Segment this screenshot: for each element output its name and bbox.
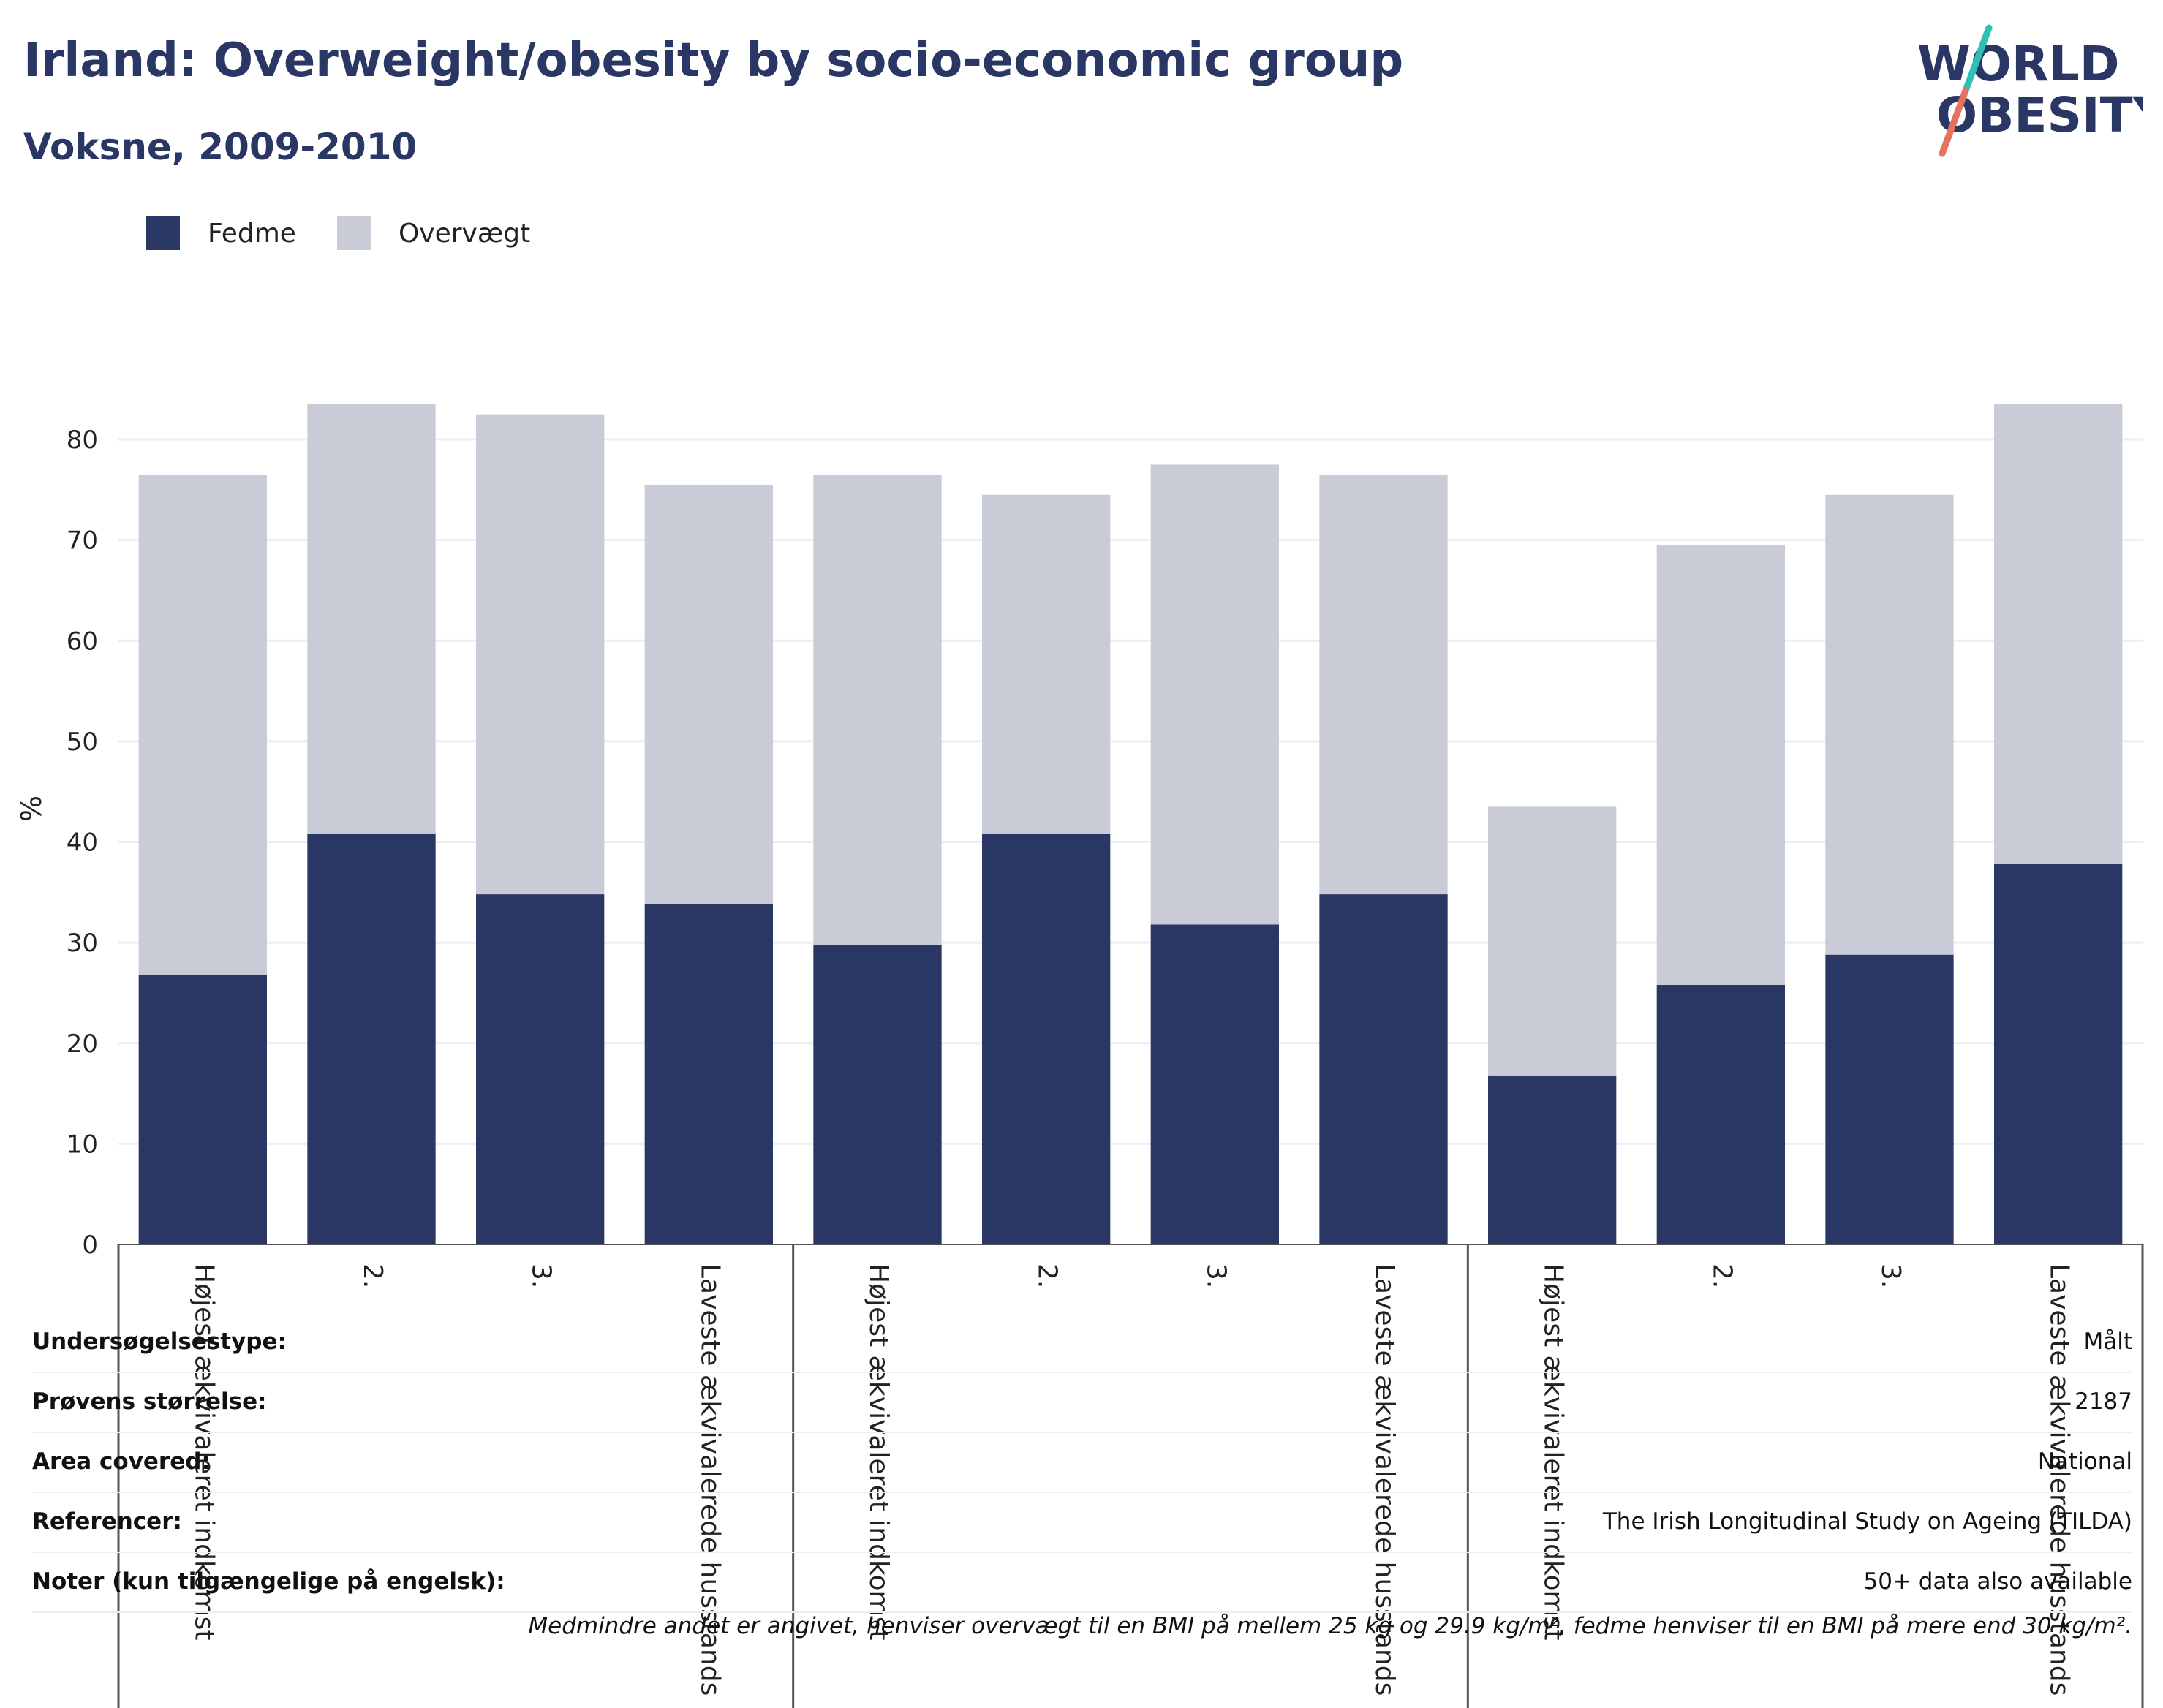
x-tick-label: Højest ækvivaleret indkomst — [189, 1263, 219, 1641]
legend-label-overvaegt: Overvægt — [398, 218, 531, 249]
bar-fedme — [982, 834, 1111, 1244]
bar-fedme — [1150, 924, 1279, 1244]
x-tick-label: Laveste ækvivalerede husstands — [695, 1263, 725, 1696]
info-label: Undersøgelsestype: — [32, 1329, 287, 1355]
bar-fedme — [1319, 894, 1448, 1244]
axis-layer: 0 10 20 30 40 50 60 70 80% — [15, 426, 2144, 1708]
bar-overvaegt — [1656, 545, 1785, 985]
chart-title: Irland: Overweight/obesity by socio-econ… — [23, 34, 1404, 88]
info-value: 50+ data also available — [1863, 1568, 2132, 1595]
info-value: Målt — [2083, 1329, 2132, 1355]
bar-overvaegt — [1825, 494, 1954, 955]
bars-layer — [138, 404, 2123, 1244]
bar-overvaegt — [476, 414, 605, 895]
y-tick-label: 50 — [67, 728, 98, 757]
x-tick-label: Laveste ækvivalerede husstands — [2045, 1263, 2075, 1696]
x-tick-label: 2. — [358, 1263, 388, 1288]
footnote: Medmindre andet er angivet, henviser ove… — [528, 1613, 2132, 1639]
y-tick-label: 40 — [67, 828, 98, 858]
legend-swatch-overvaegt — [336, 216, 371, 250]
x-tick-label: Højest ækvivaleret indkomst — [1539, 1263, 1569, 1641]
bar-overvaegt — [1150, 464, 1279, 925]
info-row-survey-type: Undersøgelsestype: Målt — [32, 1312, 2132, 1373]
info-value: National — [2037, 1448, 2132, 1475]
x-tick-label: 2. — [1033, 1263, 1062, 1288]
bar-overvaegt — [813, 475, 942, 945]
bar-overvaegt — [1319, 475, 1448, 895]
y-tick-label: 70 — [67, 526, 98, 556]
info-row-area-covered: Area covered: National — [32, 1432, 2132, 1493]
bar-fedme — [1488, 1075, 1617, 1244]
x-tick-label: 3. — [526, 1263, 556, 1288]
logo-line1: WORLD — [1917, 36, 2120, 92]
chart-subtitle: Voksne, 2009-2010 — [23, 126, 418, 168]
label-layer: Højest ækvivaleret indkomst 2. 3. Laveste æ… — [189, 1263, 2074, 1696]
info-label: Referencer: — [32, 1508, 182, 1535]
info-row-sample-size: Prøvens størrelse: 2187 — [32, 1372, 2132, 1433]
x-tick-label: Højest ækvivaleret indkomst — [864, 1263, 894, 1641]
world-obesity-logo: WORLD OBESITY — [1917, 24, 2143, 157]
bar-overvaegt — [982, 494, 1111, 834]
y-tick-label: 80 — [67, 426, 98, 455]
y-tick-label: 30 — [67, 929, 98, 958]
info-value: The Irish Longitudinal Study on Ageing (… — [1602, 1508, 2132, 1535]
logo-slash-top — [1962, 24, 1993, 94]
legend-item-overvaegt[interactable]: Overvægt — [336, 216, 531, 250]
y-tick-label: 0 — [82, 1231, 98, 1260]
info-label: Noter (kun tilgængelige på engelsk): — [32, 1568, 505, 1595]
info-row-references: Referencer: The Irish Longitudinal Study… — [32, 1492, 2132, 1553]
logo-line2: OBESITY — [1936, 87, 2143, 143]
legend-swatch-fedme — [146, 216, 180, 250]
legend-item-fedme[interactable]: Fedme — [146, 216, 296, 250]
x-tick-label: Laveste ækvivalerede husstands — [1370, 1263, 1400, 1696]
bar-fedme — [1994, 864, 2123, 1244]
legend-label-fedme: Fedme — [208, 218, 296, 249]
y-tick-label: 20 — [67, 1029, 98, 1059]
info-value: 2187 — [2075, 1388, 2132, 1415]
info-label: Prøvens størrelse: — [32, 1388, 267, 1415]
grid-layer — [118, 438, 2143, 1145]
bar-overvaegt — [1488, 806, 1617, 1076]
info-row-notes: Noter (kun tilgængelige på engelsk): 50+… — [32, 1552, 2132, 1613]
bar-fedme — [138, 975, 267, 1244]
bar-fedme — [1825, 954, 1954, 1244]
bar-fedme — [644, 904, 773, 1244]
bar-fedme — [1656, 984, 1785, 1244]
bar-fedme — [813, 944, 942, 1244]
x-tick-label: 3. — [1201, 1263, 1231, 1288]
bar-overvaegt — [138, 475, 267, 975]
chart-legend: Fedme Overvægt — [146, 216, 571, 250]
bar-overvaegt — [1994, 404, 2123, 864]
y-tick-label: 60 — [67, 627, 98, 656]
x-tick-label: 3. — [1876, 1263, 1906, 1288]
y-axis-label: % — [15, 796, 48, 822]
bar-fedme — [476, 894, 605, 1244]
y-tick-label: 10 — [67, 1130, 98, 1159]
logo-slash-bottom — [1939, 87, 1969, 157]
bar-overvaegt — [644, 484, 773, 904]
x-tick-label: 2. — [1707, 1263, 1737, 1288]
bar-fedme — [307, 834, 436, 1244]
bar-overvaegt — [307, 404, 436, 834]
info-label: Area covered: — [32, 1448, 211, 1475]
